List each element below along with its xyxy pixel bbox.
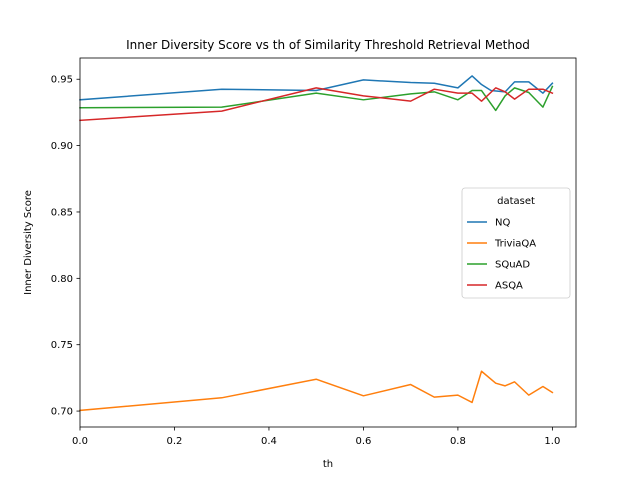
series-layer	[79, 75, 554, 412]
x-tick-label: 1.0	[544, 436, 560, 447]
series-line-asqa	[79, 87, 554, 122]
x-tick-label: 0.6	[355, 436, 371, 447]
y-axis-ticks: 0.70 0.75 0.80 0.85 0.90 0.95	[51, 75, 80, 418]
x-tick-label: 0.0	[72, 436, 88, 447]
legend-label-squad: SQuAD	[495, 260, 530, 271]
legend-label-asqa: ASQA	[495, 281, 523, 292]
y-tick-label: 0.90	[51, 141, 73, 152]
legend-items: NQ TriviaQA SQuAD ASQA	[467, 218, 536, 292]
x-axis-ticks: 0.0 0.2 0.4 0.6 0.8 1.0	[72, 427, 560, 447]
x-axis-label: th	[323, 459, 333, 470]
y-tick-label: 0.85	[51, 207, 73, 218]
plot-frame	[79, 57, 577, 428]
x-tick-label: 0.8	[450, 436, 466, 447]
legend-box	[461, 187, 571, 299]
series-line-nq	[79, 75, 554, 101]
legend: dataset NQ TriviaQA SQuAD ASQA	[461, 187, 571, 299]
series-line-squad	[79, 85, 554, 112]
y-tick-label: 0.95	[51, 75, 73, 86]
series-line-triviaqa	[79, 370, 554, 412]
chart-title: Inner Diversity Score vs th of Similarit…	[126, 38, 530, 52]
y-axis-label: Inner Diversity Score	[23, 190, 34, 295]
y-tick-label: 0.70	[51, 407, 73, 418]
y-tick-label: 0.75	[51, 340, 73, 351]
legend-title: dataset	[497, 196, 535, 207]
x-tick-label: 0.2	[167, 436, 183, 447]
x-tick-label: 0.4	[261, 436, 277, 447]
legend-label-triviaqa: TriviaQA	[494, 239, 536, 250]
y-tick-label: 0.80	[51, 274, 73, 285]
legend-label-nq: NQ	[495, 218, 510, 229]
